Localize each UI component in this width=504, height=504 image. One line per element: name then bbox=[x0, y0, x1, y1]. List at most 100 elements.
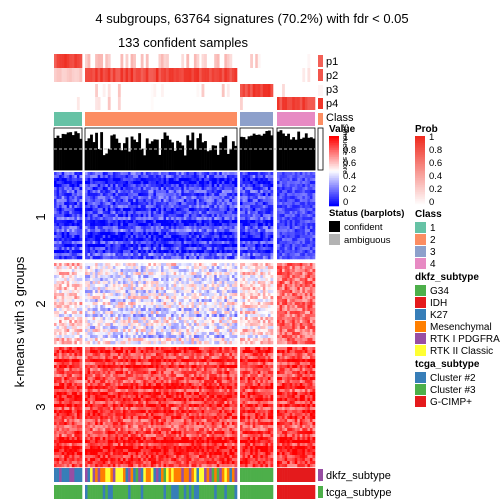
heatmap-cell bbox=[183, 284, 187, 288]
heatmap-cell bbox=[234, 229, 238, 233]
heatmap-cell bbox=[85, 269, 88, 273]
heatmap-cell bbox=[148, 187, 152, 191]
heatmap-cell bbox=[100, 253, 104, 257]
heatmap-cell bbox=[125, 229, 129, 233]
heatmap-cell bbox=[130, 275, 134, 279]
heatmap-cell bbox=[143, 187, 147, 191]
heatmap-cell bbox=[247, 287, 251, 291]
heatmap-cell bbox=[161, 235, 164, 239]
heatmap-cell bbox=[242, 244, 246, 248]
heatmap-cell bbox=[176, 296, 180, 300]
heatmap-cell bbox=[112, 278, 116, 282]
heatmap-cell bbox=[299, 184, 303, 188]
heatmap-cell bbox=[211, 229, 215, 233]
heatmap-cell bbox=[133, 290, 136, 294]
heatmap-cell bbox=[289, 253, 293, 257]
heatmap-cell bbox=[265, 187, 269, 191]
silhouette-bar bbox=[115, 138, 119, 170]
heatmap-cell bbox=[166, 217, 169, 221]
heatmap-cell bbox=[240, 208, 243, 212]
heatmap-cell bbox=[193, 178, 197, 182]
heatmap-cell bbox=[262, 281, 266, 285]
heatmap-cell bbox=[214, 217, 218, 221]
heatmap-cell bbox=[90, 217, 93, 221]
heatmap-cell bbox=[224, 263, 228, 267]
heatmap-cell bbox=[133, 211, 136, 215]
heatmap-cell bbox=[66, 311, 70, 315]
heatmap-cell bbox=[130, 266, 134, 270]
heatmap-cell bbox=[125, 302, 129, 306]
heatmap-cell bbox=[211, 247, 215, 251]
heatmap-cell bbox=[168, 302, 172, 306]
heatmap-cell bbox=[282, 253, 285, 257]
heatmap-cell bbox=[158, 223, 162, 227]
heatmap-cell bbox=[115, 278, 119, 282]
heatmap-cell bbox=[76, 241, 80, 245]
heatmap-cell bbox=[140, 253, 144, 257]
heatmap-cell bbox=[138, 290, 142, 294]
heatmap-cell bbox=[102, 232, 106, 236]
heatmap-cell bbox=[224, 299, 228, 303]
heatmap-cell bbox=[219, 193, 223, 197]
heatmap-cell bbox=[130, 311, 134, 315]
heatmap-cell bbox=[287, 241, 290, 245]
heatmap-cell bbox=[158, 281, 162, 285]
heatmap-cell bbox=[302, 287, 306, 291]
heatmap-cell bbox=[191, 229, 195, 233]
heatmap-cell bbox=[312, 232, 316, 236]
prob-cell bbox=[161, 84, 164, 97]
heatmap-cell bbox=[247, 172, 251, 176]
heatmap-cell bbox=[171, 269, 174, 273]
heatmap-cell bbox=[85, 244, 88, 248]
heatmap-cell bbox=[204, 232, 207, 236]
heatmap-cell bbox=[61, 314, 65, 318]
heatmap-cell bbox=[287, 190, 290, 194]
silhouette-bar bbox=[260, 135, 264, 170]
heatmap-cell bbox=[309, 278, 313, 282]
heatmap-cell bbox=[242, 284, 246, 288]
heatmap-cell bbox=[74, 205, 78, 209]
heatmap-cell bbox=[163, 247, 167, 251]
heatmap-cell bbox=[158, 193, 162, 197]
heatmap-cell bbox=[140, 281, 144, 285]
heatmap-cell bbox=[186, 308, 190, 312]
heatmap-cell bbox=[107, 184, 111, 188]
heatmap-cell bbox=[100, 269, 104, 273]
silhouette-bar bbox=[312, 138, 316, 170]
heatmap-cell bbox=[135, 190, 139, 194]
silhouette-bar bbox=[309, 137, 313, 170]
heatmap-cell bbox=[289, 235, 293, 239]
heatmap-cell bbox=[120, 281, 124, 285]
heatmap-cell bbox=[262, 211, 266, 215]
heatmap-cell bbox=[206, 290, 210, 294]
heatmap-cell bbox=[74, 275, 78, 279]
heatmap-cell bbox=[150, 208, 154, 212]
heatmap-cell bbox=[229, 211, 233, 215]
heatmap-cell bbox=[309, 172, 313, 176]
heatmap-cell bbox=[168, 178, 172, 182]
heatmap-cell bbox=[257, 184, 261, 188]
heatmap-cell bbox=[204, 175, 207, 179]
heatmap-cell bbox=[173, 253, 177, 257]
heatmap-cell bbox=[171, 314, 174, 318]
heatmap-cell bbox=[196, 193, 200, 197]
heatmap-cell bbox=[188, 181, 192, 185]
heatmap-cell bbox=[267, 302, 271, 306]
heatmap-cell bbox=[294, 247, 298, 251]
heatmap-cell bbox=[153, 190, 157, 194]
heatmap-cell bbox=[85, 299, 88, 303]
heatmap-cell bbox=[66, 223, 70, 227]
heatmap-cell bbox=[120, 172, 124, 176]
heatmap-cell bbox=[229, 272, 233, 276]
heatmap-cell bbox=[143, 184, 147, 188]
heatmap-cell bbox=[260, 287, 264, 291]
heatmap-cell bbox=[171, 172, 174, 176]
heatmap-cell bbox=[216, 178, 220, 182]
heatmap-cell bbox=[312, 269, 316, 273]
heatmap-cell bbox=[199, 217, 202, 221]
heatmap-cell bbox=[255, 190, 259, 194]
heatmap-cell bbox=[125, 278, 129, 282]
prob-cell bbox=[87, 68, 91, 82]
heatmap-cell bbox=[231, 256, 235, 260]
heatmap-cell bbox=[166, 256, 169, 260]
